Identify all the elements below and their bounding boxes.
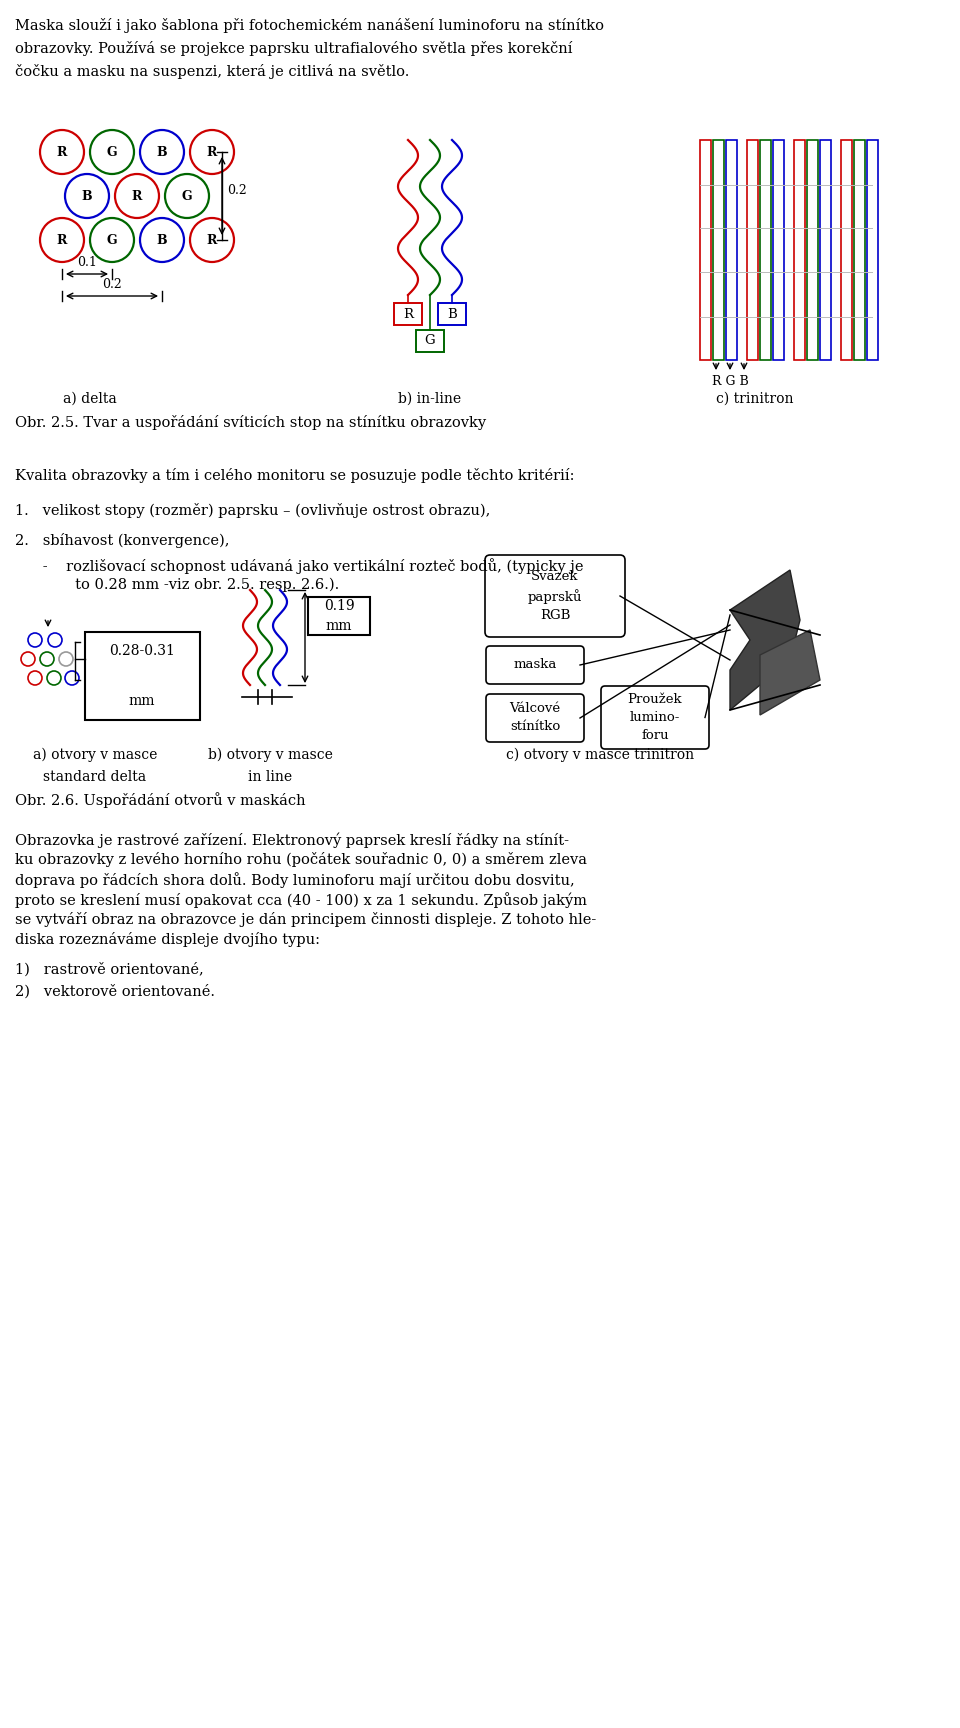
Text: B: B [447, 308, 457, 320]
Text: B: B [156, 233, 167, 247]
Text: B: B [82, 190, 92, 202]
Text: 1)   rastrově orientované,: 1) rastrově orientované, [15, 962, 204, 976]
Text: 0.19
mm: 0.19 mm [324, 598, 354, 632]
Bar [726, 140, 737, 359]
Polygon shape [760, 631, 820, 715]
Text: c) trinitron: c) trinitron [716, 392, 794, 406]
Text: in line: in line [248, 771, 292, 785]
Text: Kvalita obrazovky a tím i celého monitoru se posuzuje podle těchto kritérií:: Kvalita obrazovky a tím i celého monitor… [15, 468, 574, 484]
Text: G: G [424, 335, 435, 347]
Text: 0.28-0.31

mm: 0.28-0.31 mm [109, 645, 175, 708]
Bar [841, 140, 852, 359]
Text: G: G [107, 233, 117, 247]
Text: R G B: R G B [711, 375, 749, 389]
Text: G: G [107, 145, 117, 159]
Text: R: R [206, 233, 217, 247]
Text: R: R [57, 145, 67, 159]
Text: Svazek
paprsků
RGB: Svazek paprsků RGB [528, 570, 583, 622]
FancyBboxPatch shape [485, 555, 625, 638]
Text: R: R [403, 308, 413, 320]
Text: Obr. 2.6. Uspořádání otvorů v maskách: Obr. 2.6. Uspořádání otvorů v maskách [15, 791, 305, 809]
Text: -    rozlišovací schopnost udávaná jako vertikální rozteč bodů, (typicky je: - rozlišovací schopnost udávaná jako ver… [15, 558, 584, 574]
Text: a) delta: a) delta [63, 392, 117, 406]
Text: c) otvory v masce trinitron: c) otvory v masce trinitron [506, 748, 694, 762]
Text: G: G [181, 190, 192, 202]
Text: maska: maska [514, 658, 557, 672]
Text: 1.   velikost stopy (rozměr) paprsku – (ovlivňuje ostrost obrazu),: 1. velikost stopy (rozměr) paprsku – (ov… [15, 503, 491, 518]
Bar [747, 140, 758, 359]
FancyBboxPatch shape [438, 302, 466, 325]
Bar [794, 140, 805, 359]
Text: a) otvory v masce: a) otvory v masce [33, 748, 157, 762]
Text: R: R [206, 145, 217, 159]
FancyBboxPatch shape [416, 330, 444, 353]
Bar [760, 140, 771, 359]
Bar [713, 140, 724, 359]
Text: ku obrazovky z levého horního rohu (počátek souřadnic 0, 0) a směrem zleva: ku obrazovky z levého horního rohu (počá… [15, 852, 587, 867]
FancyBboxPatch shape [394, 302, 422, 325]
Text: diska rozeznáváme displeje dvojího typu:: diska rozeznáváme displeje dvojího typu: [15, 931, 320, 947]
Text: to 0.28 mm -viz obr. 2.5. resp. 2.6.).: to 0.28 mm -viz obr. 2.5. resp. 2.6.). [15, 577, 339, 593]
Text: 0.1: 0.1 [77, 256, 97, 270]
Text: Obrazovka je rastrové zařízení. Elektronový paprsek kreslí řádky na stínít-: Obrazovka je rastrové zařízení. Elektron… [15, 831, 569, 847]
Text: b) otvory v masce: b) otvory v masce [207, 748, 332, 762]
FancyBboxPatch shape [85, 632, 200, 721]
Text: B: B [156, 145, 167, 159]
Text: Válcové
stínítko: Válcové stínítko [510, 703, 561, 733]
Text: R: R [57, 233, 67, 247]
Bar [700, 140, 711, 359]
Text: se vytváří obraz na obrazovce je dán principem činnosti displeje. Z tohoto hle-: se vytváří obraz na obrazovce je dán pri… [15, 912, 596, 926]
Bar [807, 140, 818, 359]
FancyBboxPatch shape [486, 695, 584, 741]
Bar [854, 140, 865, 359]
Text: standard delta: standard delta [43, 771, 147, 785]
Text: Proužek
lumino-
foru: Proužek lumino- foru [628, 693, 683, 741]
Bar [867, 140, 878, 359]
Text: 2)   vektorově orientované.: 2) vektorově orientované. [15, 983, 215, 999]
Text: proto se kreslení musí opakovat cca (40 - 100) x za 1 sekundu. Způsob jakým: proto se kreslení musí opakovat cca (40 … [15, 892, 587, 907]
Bar [773, 140, 784, 359]
Text: doprava po řádcích shora dolů. Body luminoforu mají určitou dobu dosvitu,: doprava po řádcích shora dolů. Body lumi… [15, 873, 575, 888]
Text: R: R [132, 190, 142, 202]
Polygon shape [730, 570, 800, 710]
FancyBboxPatch shape [486, 646, 584, 684]
Text: 0.2: 0.2 [227, 185, 247, 197]
Text: Maska slouží i jako šablona při fotochemickém nanášení luminoforu na stínítko
ob: Maska slouží i jako šablona při fotochem… [15, 17, 604, 78]
Text: b) in-line: b) in-line [398, 392, 462, 406]
Text: Obr. 2.5. Tvar a uspořádání svíticích stop na stínítku obrazovky: Obr. 2.5. Tvar a uspořádání svíticích st… [15, 415, 486, 430]
Bar [820, 140, 831, 359]
Text: 0.2: 0.2 [102, 278, 122, 290]
Text: 2.   sbíhavost (konvergence),: 2. sbíhavost (konvergence), [15, 532, 229, 548]
FancyBboxPatch shape [601, 686, 709, 748]
FancyBboxPatch shape [308, 596, 370, 634]
